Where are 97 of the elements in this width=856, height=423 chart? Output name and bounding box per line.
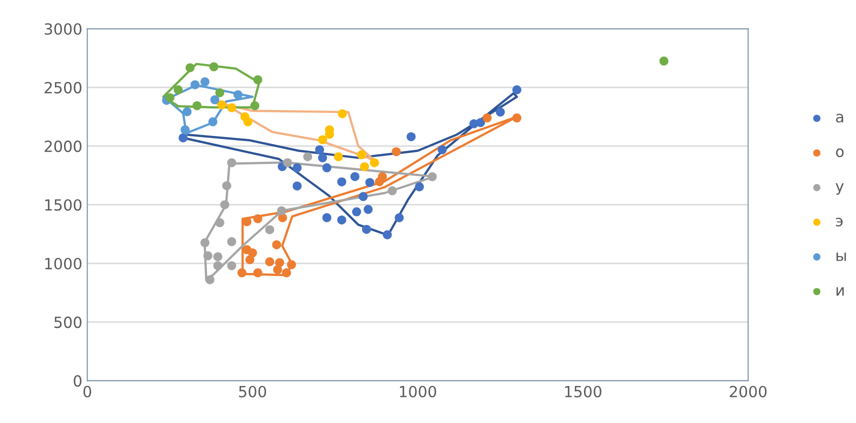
x-tick-label: 500 [239, 386, 266, 398]
y-tick-label: 1000 [45, 258, 82, 270]
point [496, 108, 505, 117]
point [358, 192, 368, 202]
y-tick-label: 2000 [44, 140, 82, 152]
point [360, 162, 370, 172]
point [334, 152, 343, 162]
point [273, 265, 282, 274]
point [227, 103, 236, 112]
point [190, 80, 200, 90]
point [322, 163, 332, 172]
x-tick-label: 0 [83, 386, 92, 398]
point [227, 237, 236, 246]
point [233, 90, 242, 100]
point [512, 85, 522, 94]
point [209, 62, 218, 72]
y-tick-label: 0 [74, 375, 82, 387]
point [406, 132, 416, 142]
point [428, 172, 437, 182]
point [392, 147, 401, 156]
point [245, 255, 254, 264]
point [370, 158, 379, 168]
point [265, 257, 274, 266]
point [318, 153, 328, 162]
point [659, 56, 668, 66]
point [438, 145, 447, 154]
point [482, 113, 492, 122]
point [282, 268, 292, 278]
point [364, 204, 373, 214]
point [192, 101, 202, 110]
point [350, 172, 360, 182]
point [337, 215, 346, 224]
point [203, 251, 212, 260]
point [512, 113, 522, 122]
point [248, 248, 258, 258]
legend-label: и [836, 287, 844, 296]
point [277, 206, 286, 216]
point [378, 172, 387, 182]
point [414, 182, 424, 192]
point [253, 214, 262, 224]
point [315, 145, 324, 154]
point [243, 117, 252, 126]
point [338, 109, 347, 118]
point [337, 177, 346, 186]
legend-label: о [836, 148, 844, 158]
point [253, 75, 262, 84]
point [394, 213, 404, 222]
point [362, 224, 372, 234]
point [287, 260, 296, 270]
point [208, 117, 218, 126]
point [213, 252, 222, 262]
point [272, 240, 282, 250]
point [222, 181, 232, 190]
point [205, 275, 214, 284]
x-tick-label: 1500 [565, 386, 602, 398]
point [165, 93, 174, 102]
legend-label: у [836, 183, 844, 195]
point [217, 100, 226, 110]
point [322, 213, 332, 222]
point [227, 261, 236, 270]
point [227, 158, 236, 168]
point [476, 118, 486, 128]
y-tick-label: 3000 [44, 23, 82, 35]
point [215, 88, 224, 98]
point [220, 200, 230, 210]
legend-label: а [836, 114, 844, 123]
point [283, 158, 292, 168]
point [292, 181, 302, 190]
point [250, 101, 260, 110]
point [237, 268, 246, 278]
point [303, 152, 312, 162]
point [213, 261, 222, 270]
point [178, 133, 188, 142]
y-tick-label: 500 [54, 316, 82, 328]
point [292, 163, 302, 172]
point [265, 225, 274, 234]
legend-label: э [836, 218, 843, 226]
point [357, 150, 366, 160]
point [318, 135, 328, 144]
x-tick-label: 2000 [730, 386, 767, 398]
y-tick-label: 1500 [45, 199, 82, 211]
point [180, 125, 190, 134]
point [382, 230, 392, 240]
point [186, 63, 195, 72]
point [182, 107, 192, 116]
point [174, 85, 183, 94]
point [388, 186, 397, 196]
point [200, 77, 210, 86]
point [215, 218, 224, 228]
legend-label: ы [836, 252, 846, 261]
point [253, 268, 262, 278]
point [200, 238, 210, 248]
point [210, 95, 220, 104]
point [352, 207, 362, 216]
y-tick-label: 2500 [44, 82, 82, 94]
x-tick-label: 1000 [400, 386, 436, 398]
point [365, 178, 374, 187]
